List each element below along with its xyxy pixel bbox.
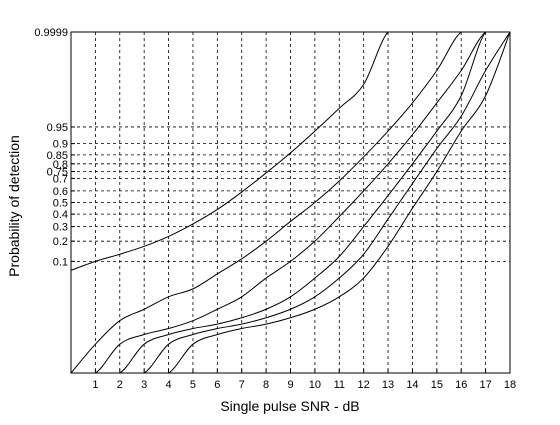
y-tick-label: 0.6: [53, 186, 68, 198]
x-tick-label: 2: [117, 379, 123, 391]
y-tick-label: 0.2: [53, 236, 68, 248]
x-tick-label: 11: [334, 379, 345, 391]
x-tick-label: 16: [455, 379, 467, 391]
y-tick-label: 0.8: [53, 159, 68, 171]
axis-layer: 1 2 3 4 5 6 7 8 9 10 11 12 13 14 15 16 17 180.10.20.30.40…: [34, 27, 516, 391]
x-tick-label: 5: [190, 379, 196, 391]
y-tick-label: 0.95: [47, 122, 68, 134]
x-tick-label: 18: [504, 379, 516, 391]
x-tick-label: 10: [309, 379, 321, 391]
x-tick-label: 13: [382, 379, 394, 391]
x-tick-label: 1: [92, 379, 98, 391]
y-tick-label: 0.1: [53, 256, 68, 268]
detection-curve: [71, 31, 510, 374]
y-tick-label: 0.75: [47, 167, 68, 179]
y-tick-label: 0.9999: [34, 27, 68, 39]
y-tick-label: 0.3: [53, 222, 68, 234]
x-tick-label: 3: [141, 379, 147, 391]
y-axis-label: Probability of detection: [6, 135, 22, 277]
x-tick-label: 7: [239, 379, 245, 391]
x-tick-label: 12: [358, 379, 370, 391]
y-tick-label: 0.9: [53, 139, 68, 151]
y-tick-label: 0.4: [53, 209, 68, 221]
detection-curve: [70, 31, 510, 271]
detection-curve: [70, 31, 510, 374]
x-tick-label: 17: [479, 379, 491, 391]
x-tick-label: 8: [263, 379, 269, 391]
x-tick-label: 6: [214, 379, 220, 391]
x-tick-label: 4: [165, 379, 171, 391]
y-tick-label: 0.7: [53, 173, 68, 185]
x-tick-label: 14: [406, 379, 418, 391]
y-tick-label: 0.5: [53, 198, 68, 210]
detection-curve: [71, 31, 510, 374]
x-tick-label: 15: [431, 379, 443, 391]
x-tick-label: 9: [287, 379, 293, 391]
x-axis-label: Single pulse SNR - dB: [220, 398, 359, 414]
y-tick-label: 0.85: [47, 150, 68, 162]
